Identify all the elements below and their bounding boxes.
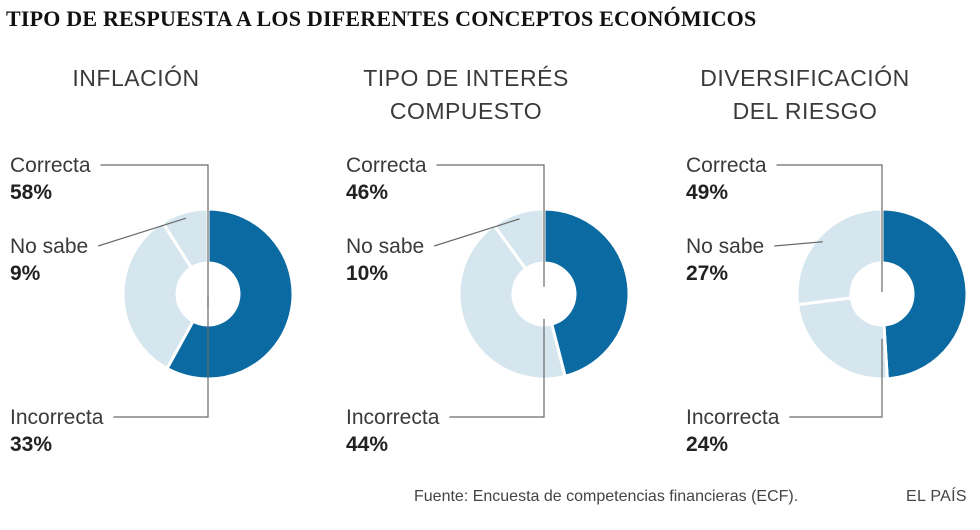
leader-line-no-sabe <box>434 218 520 247</box>
brand-logo: EL PAÍS <box>906 488 967 505</box>
slice-value-correcta: 46% <box>346 181 388 204</box>
leader-line-correcta <box>776 164 883 293</box>
slice-label-incorrecta: Incorrecta <box>10 406 104 429</box>
slice-value-no-sabe: 27% <box>686 262 728 285</box>
slice-label-incorrecta: Incorrecta <box>346 406 440 429</box>
slice-value-incorrecta: 33% <box>10 433 52 456</box>
leader-line-incorrecta <box>113 295 209 418</box>
chart-title-line: INFLACIÓN <box>72 65 199 91</box>
slice-value-incorrecta: 24% <box>686 433 728 456</box>
slice-label-no-sabe: No sabe <box>686 235 764 258</box>
slice-incorrecta <box>121 220 195 370</box>
slice-label-correcta: Correcta <box>10 154 91 177</box>
donut-chart-3: DIVERSIFICACIÓN DEL RIESGO Correcta 49% Inco… <box>686 65 969 456</box>
leader-line-no-sabe <box>98 217 187 247</box>
slice-label-correcta: Correcta <box>346 154 427 177</box>
slice-correcta <box>165 207 295 381</box>
slice-label-incorrecta: Incorrecta <box>686 406 780 429</box>
leader-line-correcta <box>436 164 545 287</box>
slice-value-no-sabe: 9% <box>10 262 41 285</box>
slice-value-no-sabe: 10% <box>346 262 388 285</box>
chart-title-line: COMPUESTO <box>390 98 542 124</box>
source-note: Fuente: Encuesta de competencias financi… <box>414 488 799 505</box>
chart-title-line: TIPO DE INTERÉS <box>363 65 569 91</box>
slice-incorrecta <box>457 223 567 381</box>
chart-title-line: DEL RIESGO <box>733 98 878 124</box>
slice-value-correcta: 58% <box>10 181 52 204</box>
donut-chart-1: INFLACIÓN Correcta 58% Incorrecta 33% No sabe… <box>10 65 295 456</box>
leader-line-incorrecta <box>789 338 883 418</box>
slice-value-incorrecta: 44% <box>346 433 388 456</box>
donut-chart-2: TIPO DE INTERÉS COMPUESTO Correcta 46% Incor… <box>346 65 631 456</box>
slice-value-correcta: 49% <box>686 181 728 204</box>
page-title: TIPO DE RESPUESTA A LOS DIFERENTES CONCE… <box>6 6 757 31</box>
slice-incorrecta <box>796 296 889 381</box>
slice-label-correcta: Correcta <box>686 154 767 177</box>
slice-no-sabe <box>795 207 884 307</box>
leader-line-correcta <box>100 164 209 309</box>
chart-title-line: DIVERSIFICACIÓN <box>700 65 909 91</box>
slice-label-no-sabe: No sabe <box>346 235 424 258</box>
slice-correcta <box>542 207 631 378</box>
leader-line-no-sabe <box>774 241 823 247</box>
slice-label-no-sabe: No sabe <box>10 235 88 258</box>
slice-correcta <box>880 207 969 381</box>
leader-line-incorrecta <box>449 318 545 418</box>
